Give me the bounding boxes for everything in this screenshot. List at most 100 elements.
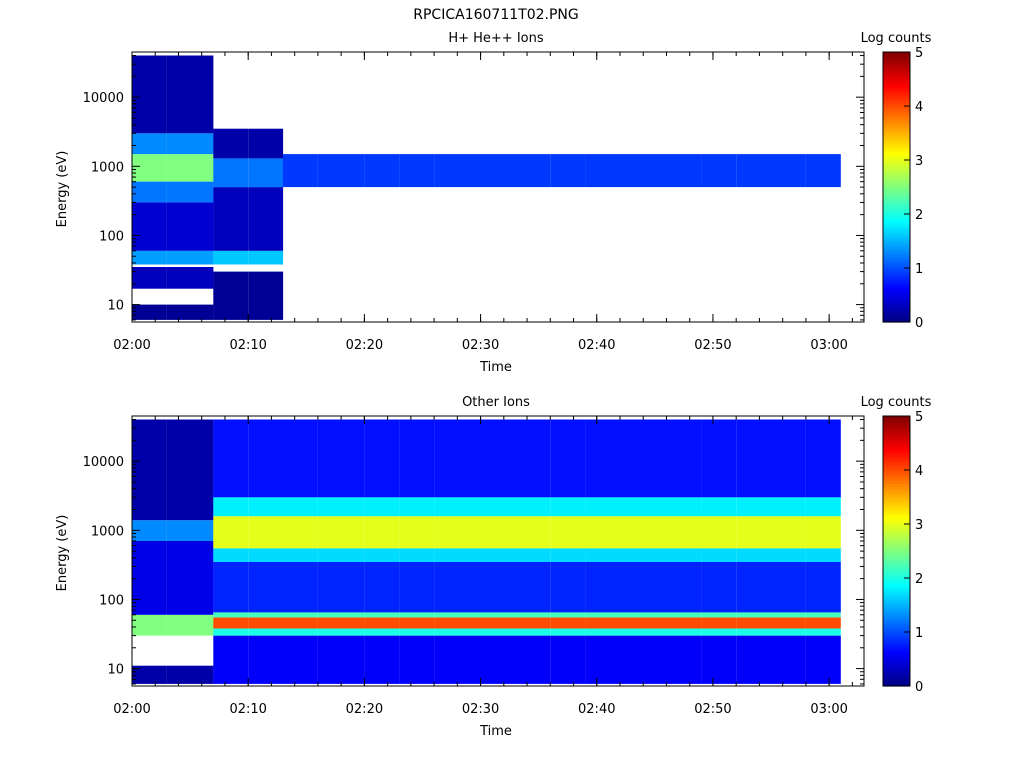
heatmap-cell bbox=[620, 154, 667, 188]
colorbar-segment bbox=[883, 416, 910, 420]
colorbar-segment bbox=[883, 222, 910, 226]
colorbar-segment bbox=[883, 76, 910, 80]
x-tick-label: 02:20 bbox=[346, 702, 383, 717]
heatmap-cell bbox=[666, 154, 702, 188]
colorbar-segment bbox=[883, 292, 910, 296]
heatmap-cell bbox=[132, 250, 167, 265]
heatmap-cell bbox=[364, 497, 400, 517]
colorbar-segment bbox=[883, 251, 910, 256]
x-axis-label: Time bbox=[479, 724, 512, 739]
colorbar-segment bbox=[883, 62, 910, 67]
colorbar-segment bbox=[883, 580, 910, 584]
colorbar-segment bbox=[883, 313, 910, 318]
heatmap-cell bbox=[666, 612, 702, 618]
colorbar-segment bbox=[883, 243, 910, 247]
heatmap-cell bbox=[317, 617, 365, 629]
heatmap-cell bbox=[469, 497, 516, 517]
heatmap-cell bbox=[317, 635, 365, 684]
heatmap-cell bbox=[248, 617, 284, 629]
colorbar-segment bbox=[883, 583, 910, 587]
colorbar-segment bbox=[883, 683, 910, 687]
heatmap-cell bbox=[283, 612, 318, 618]
colorbar-segment bbox=[883, 499, 910, 503]
colorbar-segment bbox=[883, 270, 910, 274]
heatmap-cell bbox=[213, 612, 249, 618]
colorbar-segment bbox=[883, 634, 910, 638]
colorbar-segment bbox=[883, 79, 910, 83]
colorbar-segment bbox=[883, 497, 910, 501]
heatmap-cell bbox=[213, 419, 249, 498]
heatmap-cell bbox=[248, 419, 284, 498]
heatmap-cell bbox=[736, 516, 772, 549]
colorbar-segment bbox=[883, 669, 910, 674]
heatmap-cell bbox=[213, 158, 249, 188]
colorbar-segment bbox=[883, 116, 910, 121]
heatmap-cell bbox=[399, 497, 435, 517]
colorbar-segment bbox=[883, 526, 910, 530]
heatmap-cell bbox=[434, 548, 469, 562]
heatmap-cell bbox=[736, 154, 772, 188]
colorbar-segment bbox=[883, 211, 910, 215]
colorbar-segment bbox=[883, 138, 910, 142]
heatmap-cell bbox=[620, 419, 667, 498]
colorbar-segment bbox=[883, 160, 910, 164]
heatmap-cell bbox=[585, 628, 620, 636]
colorbar: 0 1 2 3 4 5 bbox=[882, 410, 923, 695]
colorbar-segment bbox=[883, 241, 910, 245]
heatmap-cell bbox=[213, 516, 249, 549]
colorbar-segment bbox=[883, 472, 910, 476]
colorbar-segment bbox=[883, 151, 910, 156]
colorbar-segment bbox=[883, 667, 910, 671]
heatmap-cell bbox=[166, 250, 214, 265]
heatmap-cell bbox=[248, 158, 284, 188]
colorbar-segment bbox=[883, 141, 910, 145]
heatmap-cell bbox=[515, 419, 551, 498]
colorbar-segment bbox=[883, 95, 910, 99]
colorbar-segment bbox=[883, 656, 910, 660]
heatmap-cell bbox=[248, 497, 284, 517]
colorbar-segment bbox=[883, 319, 910, 323]
y-tick-label: 10 bbox=[107, 663, 124, 678]
heatmap-cell bbox=[248, 548, 284, 562]
colorbar-segment bbox=[883, 259, 910, 264]
heatmap-cell bbox=[666, 419, 702, 498]
colorbar-segment bbox=[883, 92, 910, 96]
heatmap-cell bbox=[283, 635, 318, 684]
colorbar-segment bbox=[883, 640, 910, 644]
heatmap-cell bbox=[771, 497, 806, 517]
y-tick-label: 10000 bbox=[83, 91, 124, 106]
x-tick-label: 02:50 bbox=[694, 702, 731, 717]
colorbar-segment bbox=[883, 510, 910, 514]
colorbar-segment bbox=[883, 216, 910, 220]
heatmap-cell bbox=[248, 612, 284, 618]
colorbar-segment bbox=[883, 578, 910, 582]
colorbar-segment bbox=[883, 602, 910, 606]
colorbar-segment bbox=[883, 642, 910, 647]
heatmap-cell bbox=[248, 635, 284, 684]
colorbar-segment bbox=[883, 478, 910, 482]
colorbar-segment bbox=[883, 529, 910, 533]
colorbar-segment bbox=[883, 162, 910, 166]
colorbar-segment bbox=[883, 286, 910, 291]
heatmap-cell bbox=[213, 617, 249, 629]
heatmap-cell bbox=[550, 561, 586, 613]
heatmap-cell bbox=[805, 419, 841, 498]
heatmap-cell bbox=[550, 419, 586, 498]
heatmap-cell bbox=[132, 55, 167, 134]
heatmap-cell bbox=[166, 304, 214, 320]
heatmap-cell bbox=[132, 665, 167, 684]
colorbar-segment bbox=[883, 505, 910, 509]
colorbar-segment bbox=[883, 542, 910, 547]
heatmap-cell bbox=[701, 497, 737, 517]
colorbar-segment bbox=[883, 675, 910, 679]
colorbar-segment bbox=[883, 588, 910, 593]
heatmap-cell bbox=[248, 128, 284, 159]
colorbar-segment bbox=[883, 205, 910, 210]
heatmap-cell bbox=[317, 154, 365, 188]
colorbar-segment bbox=[883, 189, 910, 193]
heatmap-cell bbox=[166, 541, 214, 615]
colorbar-segment bbox=[883, 618, 910, 622]
colorbar-segment bbox=[883, 208, 910, 212]
heatmap-cell bbox=[771, 612, 806, 618]
heatmap-cell bbox=[434, 635, 469, 684]
